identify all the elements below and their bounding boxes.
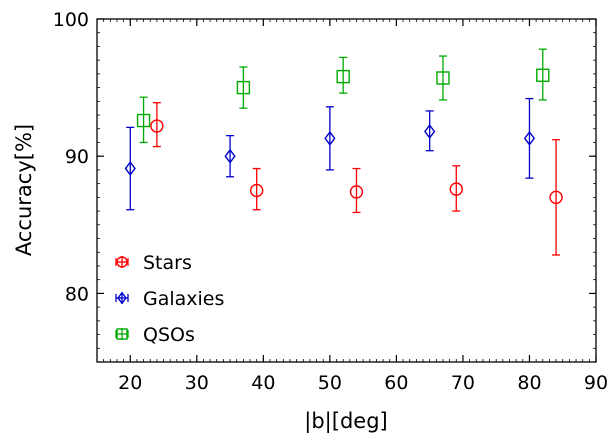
x-tick-label: 60	[384, 372, 408, 394]
galaxies-point	[424, 124, 436, 139]
stars-point	[549, 190, 563, 205]
x-tick-label: 40	[251, 372, 275, 394]
plot-frame	[96, 18, 597, 363]
stars-legend-label: Stars	[143, 252, 192, 274]
galaxies-point	[224, 148, 236, 164]
y-axis-label: Accuracy[%]	[12, 124, 36, 256]
y-tick-label: 80	[65, 283, 89, 305]
stars-point	[449, 182, 463, 196]
stars-point	[349, 185, 364, 199]
y-tick-label: 100	[53, 9, 89, 31]
x-axis-label: |b|[deg]	[304, 409, 387, 434]
y-tick-label: 90	[65, 146, 89, 168]
stars-point	[150, 119, 164, 133]
x-tick-label: 50	[318, 372, 342, 394]
galaxies-point	[124, 161, 136, 177]
qsos-point	[536, 68, 550, 82]
qsos-point	[436, 71, 450, 85]
galaxies-point	[324, 130, 336, 146]
qsos-legend-label: QSOs	[143, 324, 195, 346]
x-tick-label: 70	[451, 372, 475, 394]
galaxies-legend-marker	[117, 291, 127, 305]
stars-legend-marker	[116, 256, 128, 268]
qsos-point	[136, 113, 151, 128]
qsos-point	[336, 69, 350, 84]
qsos-legend-marker	[116, 328, 128, 340]
galaxies-point	[523, 130, 536, 146]
x-tick-label: 90	[584, 372, 608, 394]
x-tick-label: 80	[517, 372, 541, 394]
galaxies-legend-label: Galaxies	[143, 288, 224, 310]
qsos-point	[236, 80, 251, 95]
x-tick-label: 30	[185, 372, 209, 394]
x-tick-label: 20	[118, 372, 142, 394]
stars-point	[249, 183, 264, 198]
